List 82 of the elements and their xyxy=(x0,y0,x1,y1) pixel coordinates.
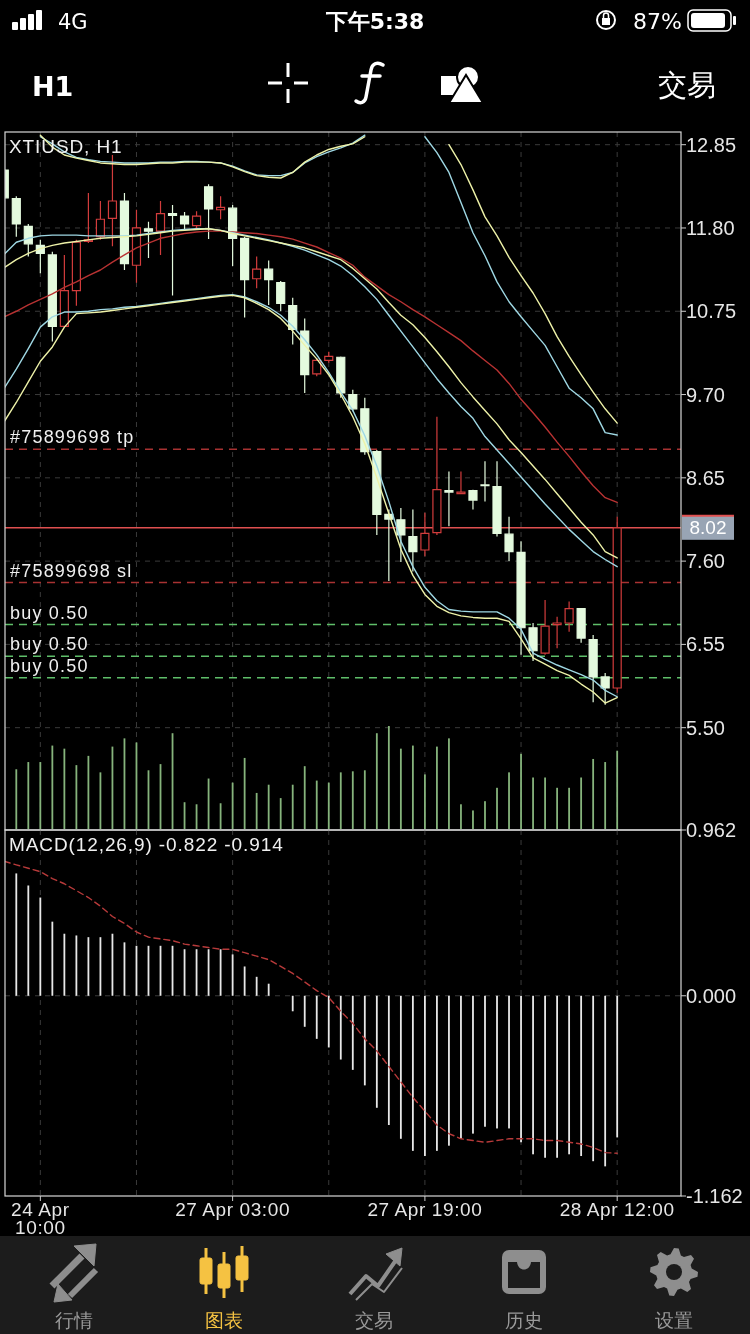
candlestick xyxy=(432,416,442,536)
candlestick xyxy=(480,460,490,503)
price-tag: 8.02 xyxy=(681,514,735,540)
x-tick-label: 28 Apr 12:00 xyxy=(559,1199,675,1220)
ref-line-label: #75899698 sl xyxy=(10,560,133,581)
candlestick xyxy=(444,470,454,527)
candlestick xyxy=(119,192,130,271)
y-tick-label: 10.75 xyxy=(686,300,737,323)
candlestick xyxy=(83,192,93,244)
candlestick xyxy=(516,540,526,656)
candlestick xyxy=(143,221,154,259)
candlestick xyxy=(528,622,538,662)
candlestick xyxy=(420,512,430,557)
candlestick xyxy=(468,489,478,511)
candlestick xyxy=(23,223,33,258)
x-tick-label: 24 Apr 10:00 xyxy=(11,1199,70,1238)
candlestick xyxy=(384,508,394,582)
candlestick xyxy=(107,154,118,247)
candlestick xyxy=(600,672,610,706)
text: 4G xyxy=(58,10,88,34)
candlestick xyxy=(276,280,286,312)
candlestick xyxy=(167,204,178,296)
text: 87% xyxy=(633,9,682,34)
y-tick-label: 5.50 xyxy=(686,716,725,739)
candlestick xyxy=(203,183,214,240)
ref-line-label: #75899698 tp xyxy=(10,427,135,448)
candlestick xyxy=(312,357,322,377)
text: 行情 xyxy=(55,1309,93,1331)
line-series xyxy=(5,860,618,1154)
candlestick xyxy=(264,259,274,306)
text: H1 xyxy=(32,71,74,102)
candlestick xyxy=(588,634,598,703)
x-tick-label: 27 Apr 19:00 xyxy=(367,1199,483,1220)
y-tick-label: 6.55 xyxy=(686,633,725,656)
candlestick xyxy=(252,255,262,289)
x-tick-label: 27 Apr 03:00 xyxy=(175,1199,291,1220)
candlestick xyxy=(540,599,550,656)
candlestick xyxy=(576,607,586,644)
candlestick xyxy=(47,251,57,342)
candlestick xyxy=(336,355,346,399)
ref-line-label: 8.02 xyxy=(689,517,727,539)
y-tick-label: 12.85 xyxy=(686,133,737,156)
candlestick xyxy=(288,297,298,346)
text: 历史 xyxy=(505,1309,543,1331)
candlestick xyxy=(564,600,574,633)
y-tick-label: 7.60 xyxy=(686,550,725,573)
y-tick-label: 11.80 xyxy=(686,216,735,239)
candlestick xyxy=(59,254,69,328)
candlestick xyxy=(552,616,562,649)
candlestick xyxy=(191,210,202,229)
line-series xyxy=(5,230,618,504)
text: 图表 xyxy=(205,1309,243,1331)
candlestick xyxy=(300,317,310,394)
candlestick xyxy=(155,200,166,256)
candlestick xyxy=(492,460,502,538)
candlestick xyxy=(228,204,238,267)
candlestick xyxy=(131,209,142,284)
y-tick-label: 8.65 xyxy=(686,466,725,489)
text: 设置 xyxy=(655,1309,693,1331)
candlestick xyxy=(95,200,106,241)
candlestick xyxy=(179,211,190,231)
candlestick xyxy=(612,516,622,694)
text: 交易 xyxy=(355,1309,393,1331)
candlestick xyxy=(504,516,514,562)
y-tick-label: -1.162 xyxy=(686,1185,743,1207)
ref-line-label: buy 0.50 xyxy=(10,602,89,623)
candlestick xyxy=(240,236,250,319)
candlestick xyxy=(71,239,81,307)
ref-line-label: buy 0.50 xyxy=(10,634,89,655)
candlestick xyxy=(11,195,21,238)
y-tick-label: 9.70 xyxy=(686,383,725,406)
candlestick xyxy=(324,351,334,364)
y-tick-label: 0.962 xyxy=(686,819,737,841)
y-tick-label: 0.000 xyxy=(686,984,737,1007)
text: 下午5:38 xyxy=(324,9,425,34)
text: 交易 xyxy=(658,68,716,102)
candlestick xyxy=(216,195,226,220)
chart-title: MACD(12,26,9) -0.822 -0.914 xyxy=(9,834,284,855)
candlestick xyxy=(408,508,418,573)
candlestick xyxy=(456,470,466,495)
candlestick xyxy=(396,507,406,563)
ref-line-label: buy 0.50 xyxy=(10,655,89,676)
